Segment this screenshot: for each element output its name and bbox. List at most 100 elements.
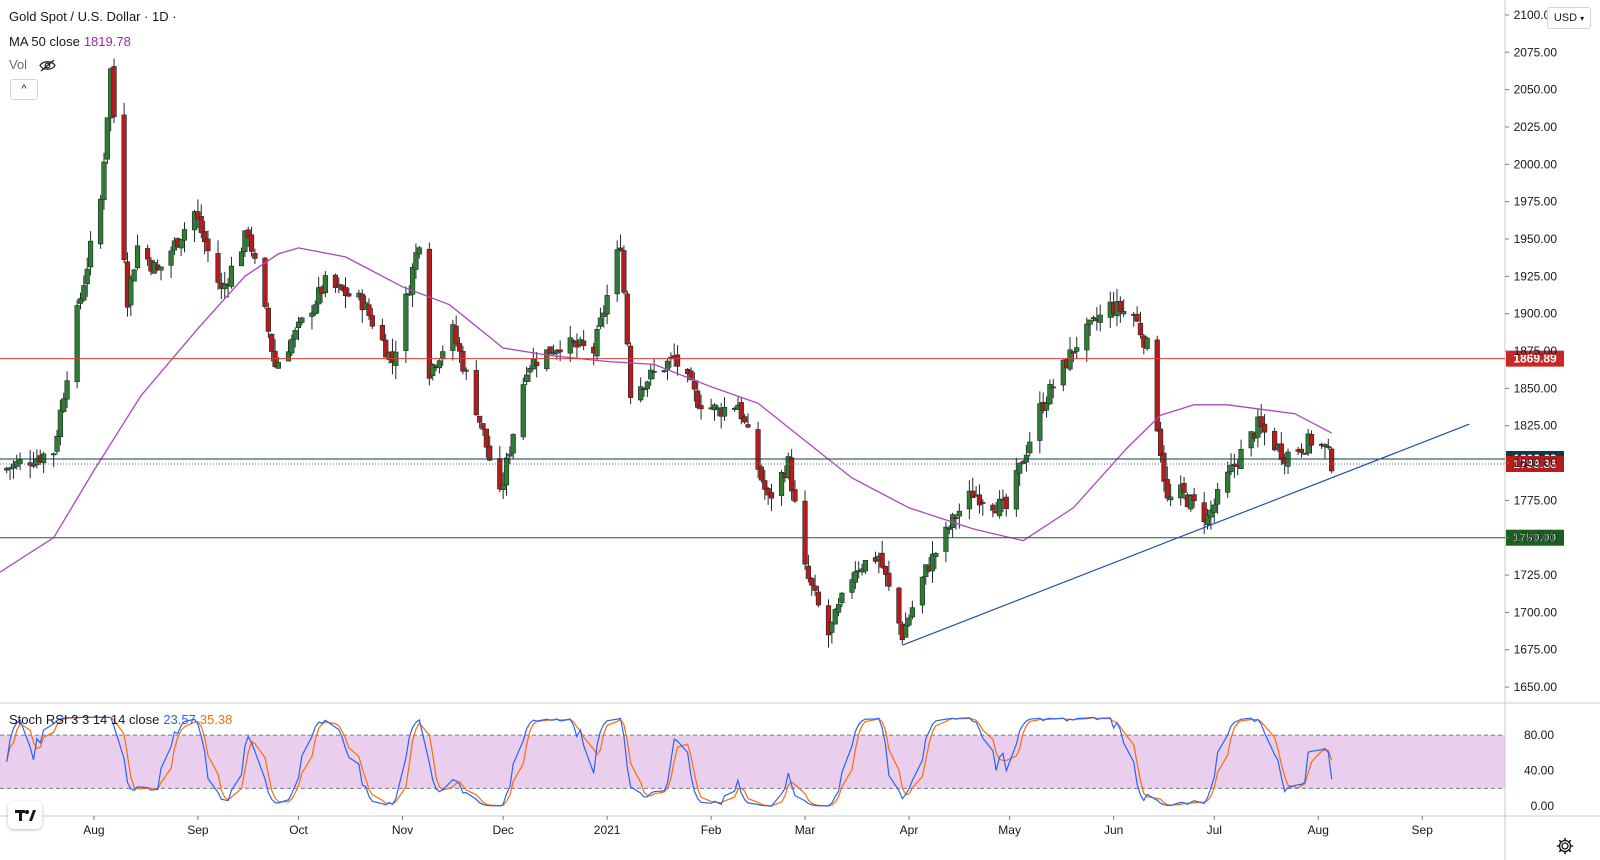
candle-body [601, 312, 607, 317]
price-tick-label: 1950.00 [1514, 232, 1558, 246]
candle-body [1157, 428, 1164, 456]
candle-body [691, 380, 697, 390]
candle-body [644, 381, 650, 390]
candle-body [1325, 445, 1331, 448]
candle-body [309, 312, 315, 317]
candle-body [500, 484, 506, 491]
candle-body [198, 215, 204, 233]
time-tick-label: Jun [1104, 823, 1123, 837]
candle-body [651, 370, 657, 373]
candle-body [768, 492, 775, 499]
candle-body [238, 251, 245, 267]
collapse-legend-button[interactable]: ^ [10, 79, 38, 100]
candle-body [1117, 300, 1123, 313]
candle-body [202, 231, 208, 243]
candle-body [477, 415, 483, 423]
candle-body [1298, 448, 1305, 453]
candle-body [839, 592, 845, 604]
candle-body [943, 526, 949, 552]
candle-body [409, 266, 416, 295]
candle-body [436, 360, 443, 369]
candle-body [87, 240, 94, 268]
candle-body [624, 293, 630, 345]
vol-label: Vol [9, 57, 28, 72]
candle-body [242, 230, 248, 253]
candle-body [1258, 416, 1264, 427]
candle-body [1037, 403, 1043, 441]
candle-body [1211, 504, 1217, 513]
candle-body [628, 345, 634, 398]
price-tick-label: 1925.00 [1514, 269, 1558, 283]
candle-body [1003, 496, 1009, 509]
candle-body [369, 315, 375, 327]
settings-gear-icon[interactable] [1556, 837, 1574, 855]
candle-body [1154, 339, 1160, 432]
candle-body [976, 494, 983, 506]
tradingview-logo-icon[interactable] [8, 801, 42, 829]
candle-body [312, 304, 318, 315]
time-tick-label: Sep [187, 823, 209, 837]
price-tick-label: 1850.00 [1514, 381, 1558, 395]
candle-body [980, 501, 986, 504]
last-price-label: 1799.36 [1513, 457, 1557, 471]
candle-body [544, 349, 550, 370]
candle-body [852, 571, 858, 583]
candle-body [688, 370, 694, 381]
candle-body [1208, 509, 1214, 518]
candle-body [275, 362, 282, 369]
symbol-legend[interactable]: Gold Spot / U.S. Dollar · 1D · [9, 9, 177, 24]
ma-legend[interactable]: MA 50 close 1819.78 [9, 34, 131, 49]
price-tick-label: 2000.00 [1514, 157, 1558, 171]
candle-body [1215, 489, 1221, 505]
ma-value: 1819.78 [83, 34, 131, 49]
candle-body [41, 453, 47, 464]
candle-body [755, 429, 761, 470]
candle-body [299, 317, 305, 323]
axes: 1869.891802.691799.361750.002100.002075.… [83, 8, 1564, 837]
candle-body [1329, 448, 1335, 472]
resistance-price-label: 1869.89 [1513, 352, 1557, 366]
candle-body [805, 565, 811, 579]
candle-body [1204, 515, 1211, 525]
stoch-k-line [6, 716, 1333, 807]
candle-body [896, 587, 902, 624]
candle-body [144, 248, 151, 260]
candle-body [460, 351, 466, 372]
candle-body [597, 317, 604, 327]
eye-hidden-icon[interactable] [39, 59, 56, 72]
candle-body [101, 161, 107, 201]
candle-body [84, 268, 90, 285]
candle-body [886, 572, 892, 587]
candle-body [332, 274, 339, 288]
candle-body [715, 407, 721, 410]
price-tick-label: 1775.00 [1514, 493, 1558, 507]
candle-body [1121, 311, 1127, 315]
candle-body [191, 211, 198, 231]
candle-body [1322, 443, 1328, 448]
vol-legend[interactable]: Vol [9, 57, 56, 72]
candle-body [534, 361, 540, 367]
stoch-d-value: 35.38 [199, 712, 233, 727]
candle-body [81, 285, 87, 301]
support-price-label-bg [1506, 529, 1564, 546]
candle-body [366, 304, 372, 316]
candle-body [1272, 431, 1278, 451]
stoch-legend[interactable]: Stoch RSI 3 3 14 14 close 23.57 35.38 [9, 712, 232, 727]
candle-body [695, 390, 701, 408]
candle-body [1144, 337, 1150, 349]
candle-body [789, 457, 795, 492]
candle-body [510, 434, 516, 454]
candle-body [1067, 349, 1073, 370]
candle-body [835, 604, 842, 613]
candle-body [322, 275, 328, 294]
candle-body [195, 211, 201, 220]
candle-body [1097, 314, 1103, 323]
candle-body [487, 445, 493, 461]
currency-select[interactable]: USD ▾ [1547, 7, 1591, 29]
candle-body [648, 369, 654, 380]
candle-body [698, 405, 704, 410]
stoch-tick-label: 40.00 [1524, 764, 1554, 778]
candle-body [134, 245, 141, 269]
